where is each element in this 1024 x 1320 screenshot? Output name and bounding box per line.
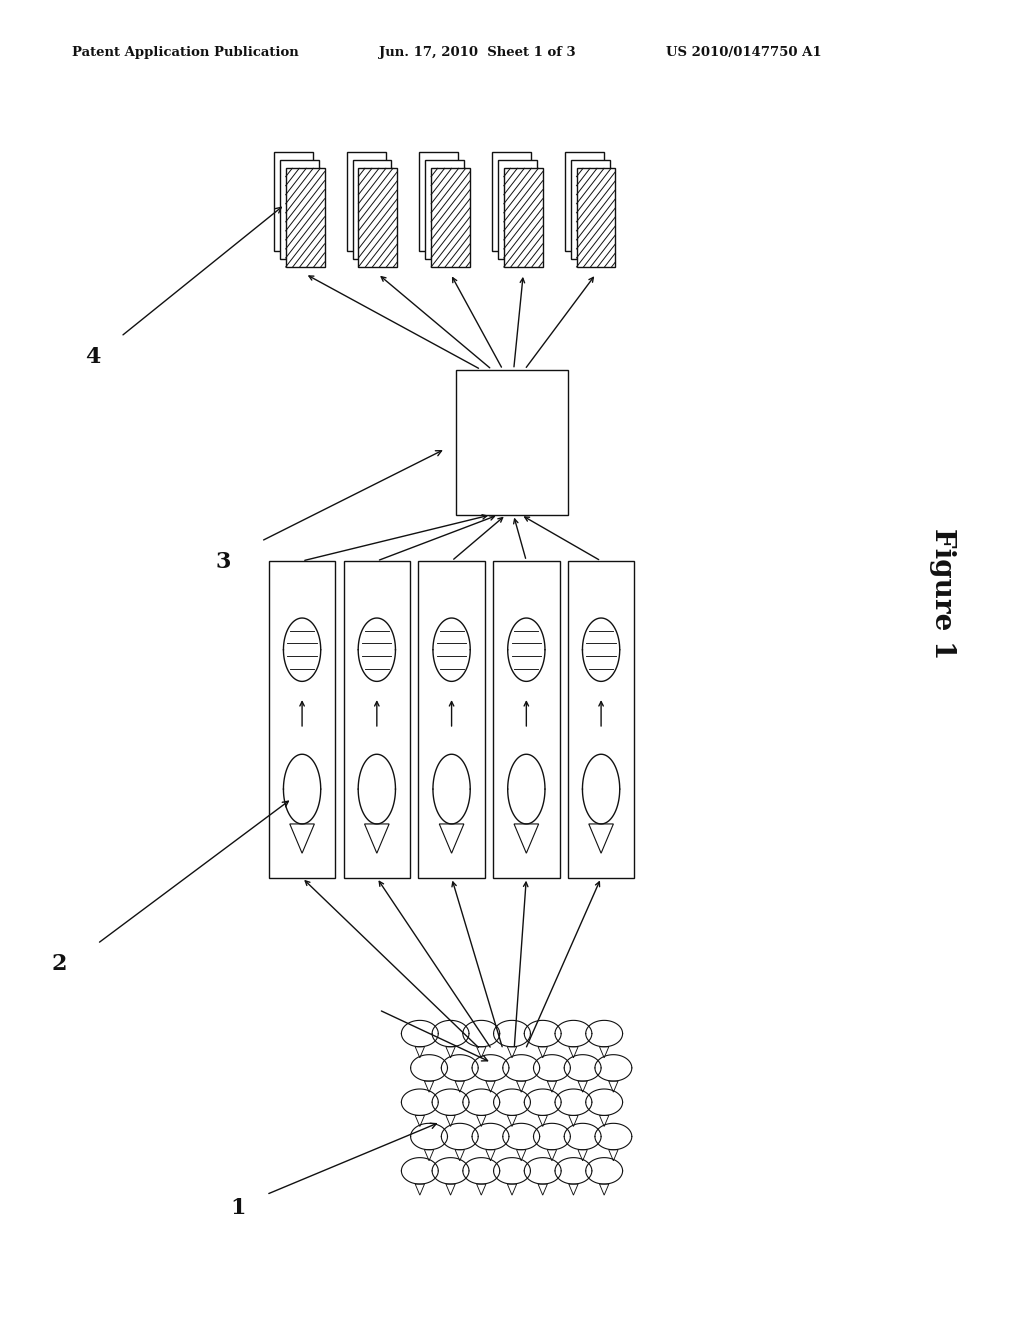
Text: 1: 1 — [230, 1197, 246, 1220]
Polygon shape — [358, 169, 397, 267]
Text: 3: 3 — [215, 550, 230, 573]
Polygon shape — [344, 561, 410, 878]
Polygon shape — [268, 561, 336, 878]
Polygon shape — [493, 153, 531, 251]
Polygon shape — [286, 169, 325, 267]
Text: Jun. 17, 2010  Sheet 1 of 3: Jun. 17, 2010 Sheet 1 of 3 — [379, 46, 575, 59]
Polygon shape — [425, 161, 464, 260]
Polygon shape — [418, 561, 485, 878]
Text: Figure 1: Figure 1 — [929, 528, 955, 660]
Polygon shape — [456, 370, 568, 515]
Text: US 2010/0147750 A1: US 2010/0147750 A1 — [666, 46, 821, 59]
Polygon shape — [431, 169, 470, 267]
Text: 2: 2 — [51, 953, 67, 975]
Polygon shape — [274, 153, 313, 251]
Polygon shape — [347, 153, 386, 251]
Polygon shape — [280, 161, 318, 260]
Polygon shape — [567, 561, 634, 878]
Polygon shape — [494, 561, 559, 878]
Text: Patent Application Publication: Patent Application Publication — [72, 46, 298, 59]
Text: 4: 4 — [85, 346, 100, 368]
Polygon shape — [504, 169, 543, 267]
Polygon shape — [570, 161, 609, 260]
Polygon shape — [577, 169, 615, 267]
Polygon shape — [498, 161, 537, 260]
Polygon shape — [420, 153, 459, 251]
Polygon shape — [565, 153, 604, 251]
Polygon shape — [352, 161, 391, 260]
